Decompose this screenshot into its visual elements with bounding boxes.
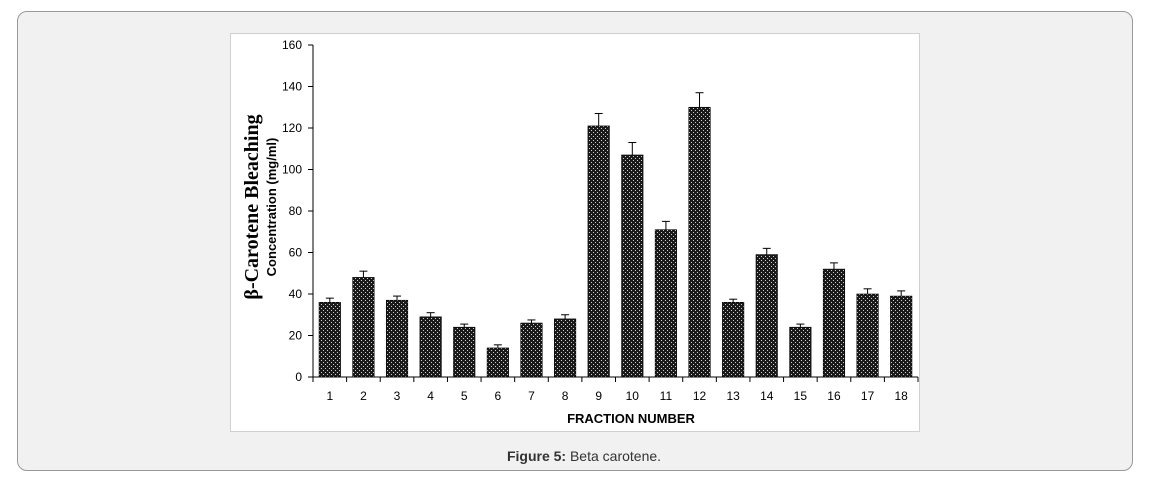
y-tick-label-40: 40 xyxy=(289,287,303,301)
bar-7 xyxy=(520,322,543,378)
x-tick-label-18: 18 xyxy=(895,389,909,403)
bar-12 xyxy=(688,106,711,378)
bar-8 xyxy=(554,318,577,378)
bar-1 xyxy=(318,301,341,378)
x-tick-label-14: 14 xyxy=(760,389,774,403)
x-tick-label-9: 9 xyxy=(595,389,602,403)
bar-4 xyxy=(419,316,442,378)
x-tick-label-16: 16 xyxy=(827,389,841,403)
x-tick-label-2: 2 xyxy=(360,389,367,403)
figure-caption: Figure 5: Beta carotene. xyxy=(0,448,1168,464)
x-tick-label-1: 1 xyxy=(326,389,333,403)
bar-17 xyxy=(856,293,879,378)
bar-9 xyxy=(587,125,610,378)
x-tick-label-12: 12 xyxy=(693,389,707,403)
bar-15 xyxy=(789,326,812,378)
x-tick-label-3: 3 xyxy=(394,389,401,403)
y-tick-label-120: 120 xyxy=(282,121,302,135)
chart-panel: 0 20 40 60 80 100 120 140 160 1 2 3 4 5 6 7 8 9 10 11 12 13 14… xyxy=(230,33,920,432)
bar-6 xyxy=(486,347,509,378)
bar-11 xyxy=(654,229,677,378)
x-tick-label-15: 15 xyxy=(794,389,808,403)
x-tick-label-13: 13 xyxy=(726,389,740,403)
x-tick-label-7: 7 xyxy=(528,389,535,403)
bar-16 xyxy=(822,268,846,378)
y-axis-title: β-Carotene Bleaching xyxy=(241,114,263,299)
y-tick-label-160: 160 xyxy=(282,38,302,52)
x-tick-label-17: 17 xyxy=(861,389,875,403)
bar-5 xyxy=(453,326,476,378)
bar-18 xyxy=(890,295,913,378)
y-tick-label-100: 100 xyxy=(282,163,302,177)
x-tick-label-11: 11 xyxy=(660,389,673,403)
y-tick-label-20: 20 xyxy=(289,329,303,343)
caption-text: Beta carotene. xyxy=(566,448,662,464)
bar-10 xyxy=(621,154,644,378)
x-tick-label-8: 8 xyxy=(562,389,569,403)
bar-2 xyxy=(352,277,375,378)
bar-14 xyxy=(755,254,778,378)
bar-3 xyxy=(385,299,409,378)
y-tick-label-80: 80 xyxy=(289,204,303,218)
y-tick-label-140: 140 xyxy=(282,80,302,94)
x-tick-label-5: 5 xyxy=(461,389,468,403)
y-tick-label-60: 60 xyxy=(289,246,303,260)
y-tick-label-0: 0 xyxy=(295,370,302,384)
caption-label: Figure 5: xyxy=(506,448,567,464)
x-tick-label-6: 6 xyxy=(495,389,502,403)
bars-layer xyxy=(318,92,913,378)
bar-13 xyxy=(722,301,745,378)
x-axis-title: FRACTION NUMBER xyxy=(567,411,695,426)
y-axis-subtitle: Concentration (mg/ml) xyxy=(264,138,279,277)
x-tick-label-4: 4 xyxy=(427,389,434,403)
x-tick-label-10: 10 xyxy=(626,389,640,403)
